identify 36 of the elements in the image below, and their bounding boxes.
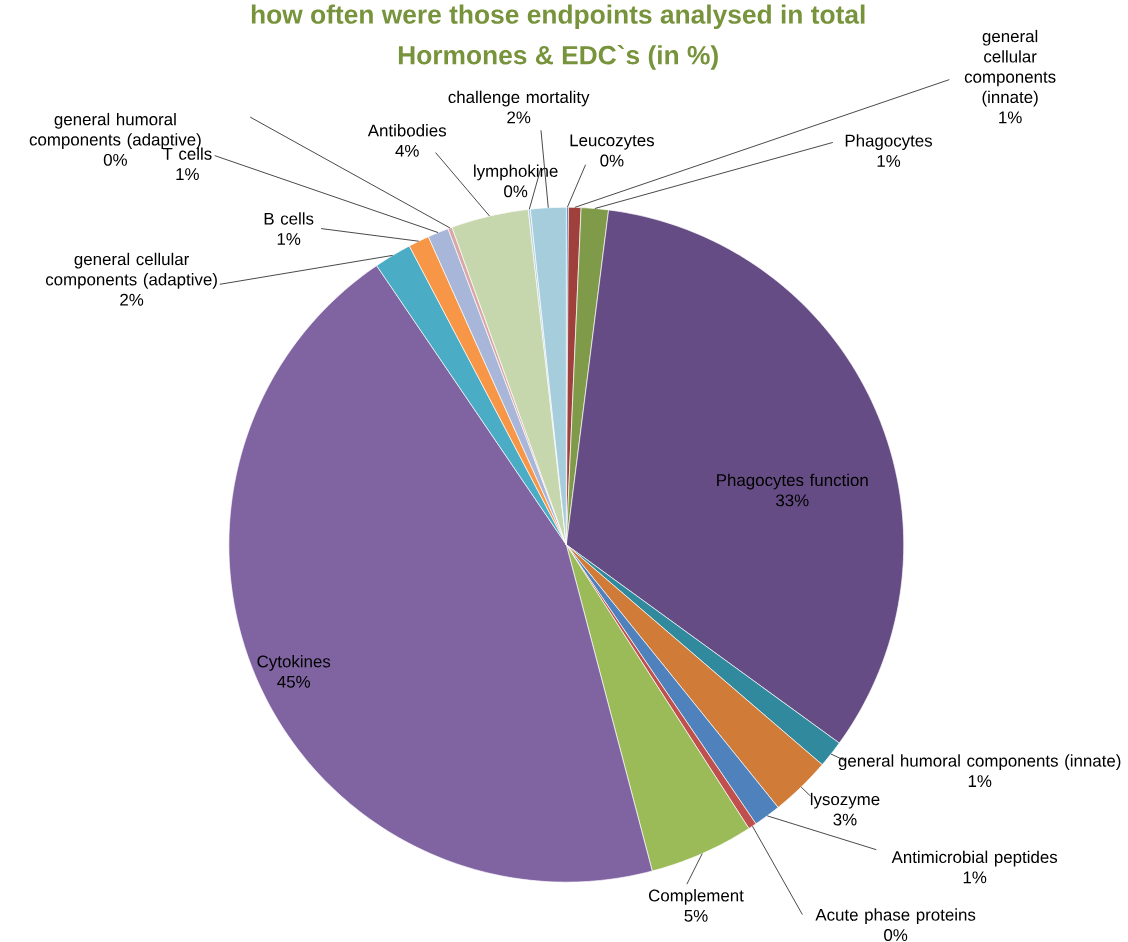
data-label: 1% <box>176 168 199 180</box>
data-label: 0% <box>504 185 528 198</box>
slice-label: Phagocytes function <box>717 473 868 490</box>
text: Hormones & EDC`s (in %) <box>398 44 718 70</box>
slice-label: Cytokines <box>257 654 331 671</box>
slice-label: lysozyme <box>810 792 880 809</box>
data-label: 5% <box>684 909 708 922</box>
slice-label: Antibodies <box>367 123 447 137</box>
slice-label: challenge mortality <box>448 90 590 107</box>
slice-label: Leucozytes <box>570 134 654 150</box>
data-label: 3% <box>833 813 857 826</box>
slice-label: general humoral components (innate) <box>838 754 1121 770</box>
slice-label: general cellular components (adaptive) <box>45 252 217 289</box>
data-label: 33% <box>776 494 809 507</box>
slice-label: Phagocytes <box>845 134 933 150</box>
data-label: 2% <box>120 293 144 306</box>
data-label: 45% <box>277 675 311 688</box>
data-label: 2% <box>507 111 531 124</box>
slice-label: Acute phase proteins <box>815 908 976 924</box>
data-label: 0% <box>103 153 127 166</box>
data-label: 1% <box>963 871 987 884</box>
data-label: 4% <box>395 144 419 157</box>
data-label: 1% <box>877 154 901 167</box>
data-label: 0% <box>884 928 908 941</box>
slice-label: T cells <box>162 147 212 160</box>
data-label: 1% <box>999 111 1022 124</box>
slice-label: general humoral components (adaptive) <box>29 112 201 149</box>
slice-label: Antimicrobial peptides <box>891 850 1058 867</box>
slice-label: lymphokine <box>474 164 558 181</box>
slice-label: Complement <box>648 888 744 905</box>
slice-label: B cells <box>264 212 314 225</box>
data-label: 1% <box>277 232 301 245</box>
slice-label: general cellular components (innate) <box>964 29 1056 107</box>
data-label: 0% <box>600 154 624 167</box>
chart-title: how often were those endpoints analysed in total <box>251 4 865 29</box>
data-label: 1% <box>968 774 992 787</box>
